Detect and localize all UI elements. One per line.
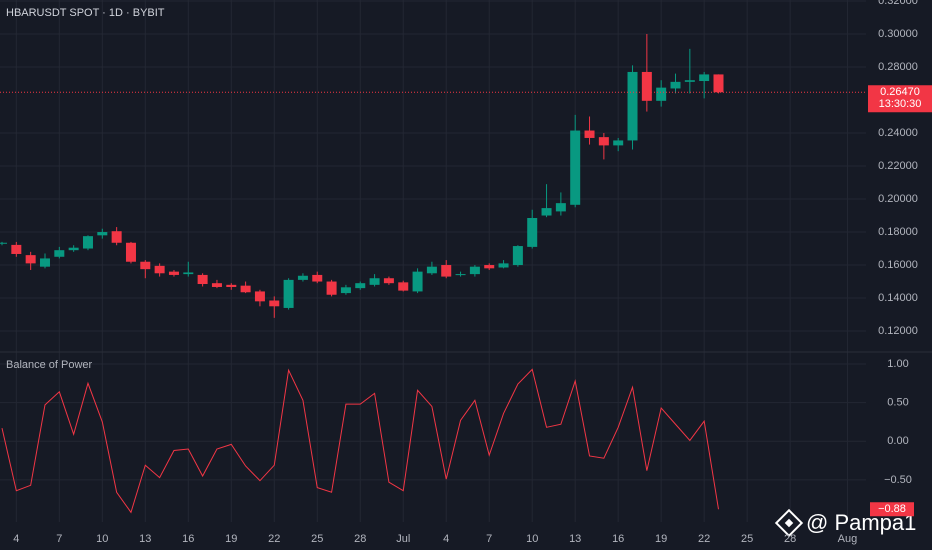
grid (0, 0, 866, 522)
x-tick-label: 10 (526, 533, 538, 545)
candle-body (54, 250, 65, 257)
y-tick-label: 0.50 (887, 397, 908, 409)
candle-body (469, 266, 480, 275)
last-price-box (868, 85, 932, 113)
candle-body (699, 74, 710, 82)
y-tick-label: 1.00 (887, 358, 908, 370)
candle-body (613, 140, 624, 146)
x-tick-label: 22 (268, 533, 280, 545)
candle-body (398, 282, 409, 291)
candle-body (484, 265, 495, 269)
candle-body (111, 231, 122, 243)
x-tick-label: 28 (784, 533, 796, 545)
x-tick-label: 7 (486, 533, 492, 545)
x-tick-label: 4 (443, 533, 449, 545)
candle-body (168, 271, 179, 275)
x-tick-label: 25 (311, 533, 323, 545)
x-tick-label: 4 (13, 533, 19, 545)
countdown-label: 13:30:30 (879, 98, 922, 110)
candle-body (584, 130, 595, 138)
x-tick-label: 19 (655, 533, 667, 545)
x-tick-label: Aug (838, 533, 858, 545)
x-tick-label: 13 (569, 533, 581, 545)
candle-body (125, 242, 136, 262)
candle-body (326, 281, 337, 295)
y-tick-label: 0.30000 (878, 28, 918, 40)
candle-body (11, 244, 22, 254)
y-tick-label: 0.00 (887, 435, 908, 447)
candle-body (269, 300, 280, 307)
candle-body (0, 242, 7, 244)
y-tick-label: 0.14000 (878, 292, 918, 304)
x-tick-label: Jul (396, 533, 410, 545)
candle-body (254, 291, 265, 302)
y-tick-label: 0.18000 (878, 226, 918, 238)
candle-body (498, 263, 509, 268)
candle-body (527, 217, 538, 247)
candle-body (355, 283, 366, 289)
candle-body (154, 265, 165, 274)
candle-body (297, 275, 308, 280)
candle-body (312, 274, 323, 282)
candle-body (283, 279, 294, 308)
candle-body (656, 87, 667, 101)
y-tick-label: 0.20000 (878, 193, 918, 205)
y-tick-label: 0.22000 (878, 160, 918, 172)
y-tick-label: 0.24000 (878, 127, 918, 139)
y-tick-label: 0.12000 (878, 325, 918, 337)
candle-body (140, 261, 151, 270)
candle-body (369, 278, 380, 285)
candle-body (82, 236, 93, 249)
x-tick-label: 16 (182, 533, 194, 545)
candle-body (68, 247, 79, 251)
candle-body (25, 255, 36, 264)
x-tick-label: 10 (96, 533, 108, 545)
last-value-label: −0.88 (878, 503, 906, 515)
bop-line (1, 368, 719, 514)
y-tick-label: −0.50 (884, 474, 912, 486)
candle-body (197, 274, 208, 285)
candle-body (383, 278, 394, 284)
candle-body (627, 71, 638, 141)
x-tick-label: 25 (741, 533, 753, 545)
candle-body (541, 208, 552, 216)
x-tick-label: 28 (354, 533, 366, 545)
candle-body (183, 272, 194, 275)
candle-body (226, 284, 237, 287)
candle-body (340, 287, 351, 294)
candle-body (555, 203, 566, 212)
candle-body (713, 74, 724, 93)
last-price-label: 0.26470 (880, 86, 920, 98)
y-tick-label: 0.32000 (878, 0, 918, 7)
candle-body (641, 71, 652, 101)
candle-body (684, 80, 695, 82)
candle-body (598, 137, 609, 146)
last-value-box (870, 502, 914, 517)
indicator-title: Balance of Power (6, 359, 93, 371)
candle-body (412, 271, 423, 292)
x-tick-label: 7 (56, 533, 62, 545)
x-tick-label: 19 (225, 533, 237, 545)
candle-body (455, 274, 466, 276)
candle-body (670, 81, 681, 89)
candle-body (441, 265, 452, 277)
x-tick-label: 13 (139, 533, 151, 545)
candle-body (240, 285, 251, 293)
y-tick-label: 0.28000 (878, 61, 918, 73)
x-tick-label: 22 (698, 533, 710, 545)
y-tick-label: 0.16000 (878, 259, 918, 271)
candle-body (97, 232, 108, 236)
candle-body (512, 246, 523, 266)
x-tick-label: 16 (612, 533, 624, 545)
candle-body (39, 258, 50, 267)
candle-body (426, 266, 437, 274)
candle-body (570, 130, 581, 205)
chart-title: HBARUSDT SPOT · 1D · BYBIT (6, 7, 165, 19)
candle-body (211, 283, 222, 287)
